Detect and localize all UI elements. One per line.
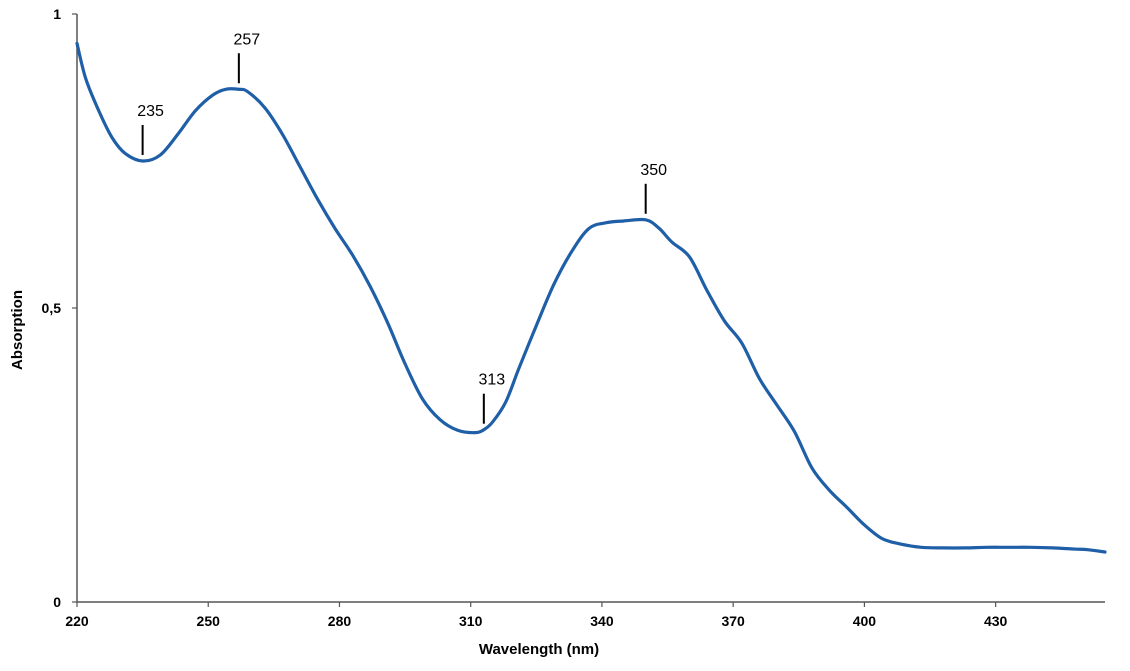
x-tick-label: 250	[197, 613, 221, 629]
x-tick-label: 430	[984, 613, 1008, 629]
annotation-label: 350	[640, 162, 667, 179]
series-line	[75, 41, 1107, 554]
annotation-label: 257	[234, 31, 261, 48]
x-tick-label: 400	[853, 613, 877, 629]
x-tick-label: 370	[721, 613, 745, 629]
annotation-label: 313	[478, 372, 505, 389]
y-tick-label: 0	[53, 594, 61, 610]
y-tick-label: 0,5	[42, 300, 62, 316]
peak-annotations: 235 257 313 350	[137, 31, 667, 424]
annotation-label: 235	[137, 103, 164, 120]
y-axis-title: Absorption	[9, 290, 26, 370]
x-tick-label: 220	[65, 613, 89, 629]
x-tick-label: 280	[328, 613, 352, 629]
axes	[76, 14, 1105, 603]
x-ticks: 220 250 280 310 340 370 400 430	[65, 602, 1008, 629]
x-tick-label: 340	[590, 613, 614, 629]
y-tick-label: 1	[53, 6, 61, 22]
x-tick-label: 310	[459, 613, 483, 629]
x-axis-title: Wavelength (nm)	[479, 641, 599, 658]
y-ticks: 00,51	[42, 6, 77, 610]
